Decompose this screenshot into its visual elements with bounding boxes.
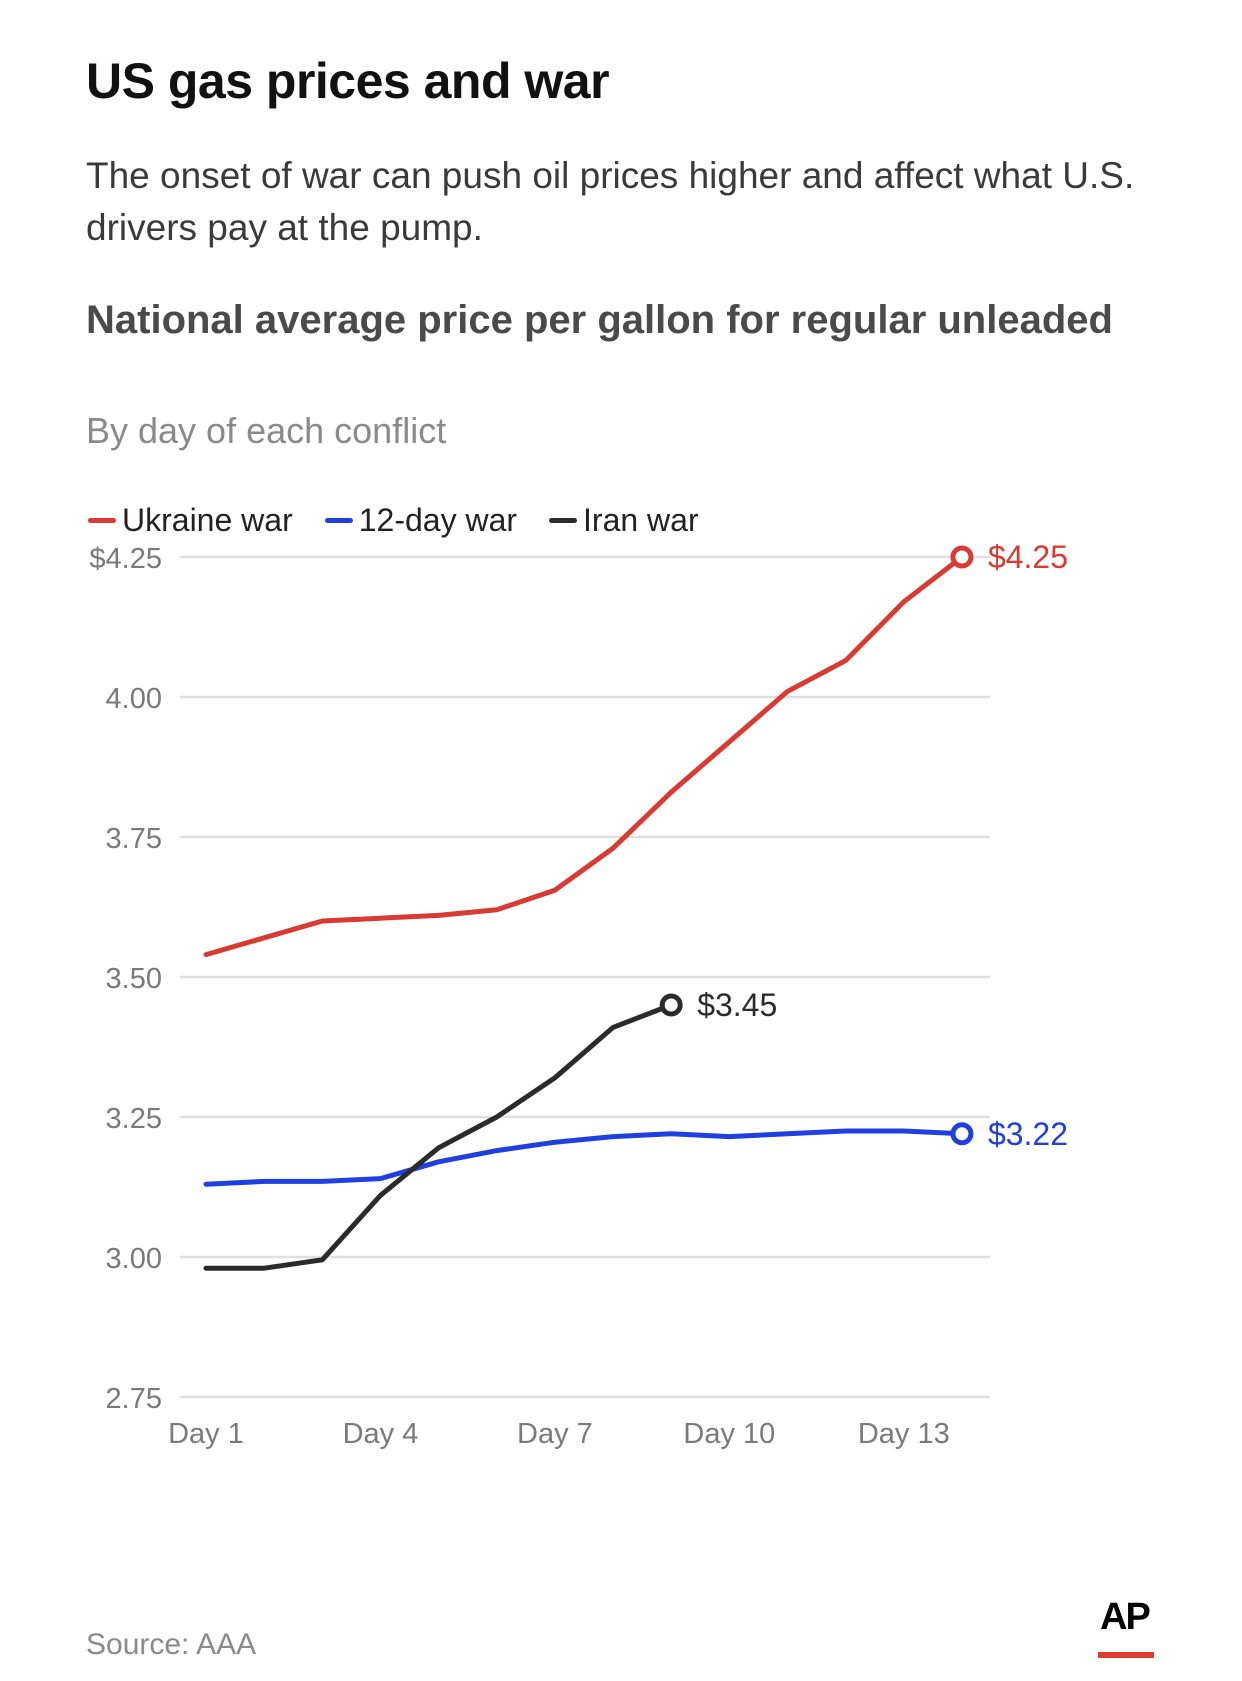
y-tick-label: 3.50	[106, 963, 162, 995]
endpoint-marker-iran	[659, 993, 683, 1017]
legend-item-iran: Iran war	[549, 502, 699, 539]
source-note: Source: AAA	[86, 1628, 257, 1661]
endpoint-marker-12-day	[950, 1122, 974, 1146]
endpoint-marker-ukraine	[950, 545, 974, 569]
x-tick-label: Day 13	[858, 1418, 950, 1450]
page-subtitle: The onset of war can push oil prices hig…	[86, 155, 1135, 248]
y-axis-ticks: 2.75 3.00 3.25 3.50 3.75 4.00 $4.25	[89, 543, 162, 1415]
endpoint-label-12-day: $3.22	[988, 1116, 1068, 1152]
x-axis-ticks: Day 1 Day 4 Day 7 Day 10 Day 13	[168, 1418, 950, 1450]
ap-logo-underline	[1098, 1652, 1154, 1658]
endpoint-label-ukraine: $4.25	[988, 539, 1068, 575]
legend-swatch-iran	[549, 518, 578, 523]
y-tick-label: 4.00	[106, 683, 162, 715]
legend-swatch-ukraine	[88, 518, 116, 523]
chart-title: National average price per gallon for re…	[86, 298, 1113, 342]
ap-logo: AP	[1100, 1596, 1151, 1638]
endpoint-label-iran: $3.45	[697, 987, 777, 1023]
series-line-iran	[203, 1002, 674, 1271]
x-tick-label: Day 1	[168, 1418, 244, 1450]
y-tick-label: 3.00	[106, 1243, 162, 1275]
legend-label-iran: Iran war	[583, 502, 699, 538]
series-line-12-day	[203, 1128, 965, 1187]
legend-swatch-12-day	[324, 518, 353, 523]
x-tick-label: Day 10	[683, 1418, 775, 1450]
legend-item-ukraine: Ukraine war	[88, 502, 293, 539]
series-endpoints: $4.25 $3.22 $3.45	[659, 539, 1068, 1152]
y-tick-label: 3.75	[106, 823, 162, 855]
x-tick-label: Day 4	[343, 1418, 419, 1450]
y-tick-label: 3.25	[106, 1103, 162, 1135]
series-lines	[203, 554, 965, 1271]
x-tick-label: Day 7	[517, 1418, 593, 1450]
page-title: US gas prices and war	[86, 53, 610, 109]
chart-legend: Ukraine war 12-day war Iran war	[88, 502, 731, 539]
gridlines	[180, 555, 990, 1399]
legend-label-ukraine: Ukraine war	[122, 502, 293, 538]
chart-subtitle: By day of each conflict	[86, 410, 447, 451]
series-line-ukraine	[203, 554, 965, 958]
legend-label-12-day: 12-day war	[358, 502, 518, 538]
legend-item-12-day: 12-day war	[324, 502, 518, 539]
y-tick-label: 2.75	[106, 1383, 162, 1415]
y-tick-label: $4.25	[89, 543, 162, 575]
